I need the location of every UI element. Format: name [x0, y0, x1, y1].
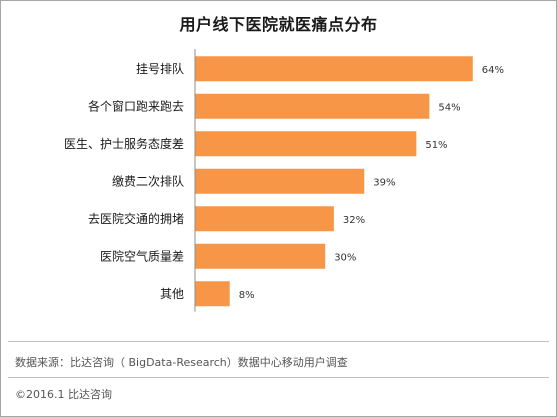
category-label: 挂号排队 [136, 61, 184, 76]
data-source-note: 数据来源：比达咨询（ BigData-Research）数据中心移动用户调查 [15, 356, 348, 369]
value-label: 39% [373, 177, 395, 188]
category-label: 缴费二次排队 [112, 173, 184, 188]
bar [195, 168, 365, 194]
category-label: 医生、护士服务态度差 [64, 136, 184, 151]
bar [195, 243, 326, 269]
value-label: 51% [425, 140, 447, 151]
value-labels: 64% 54% 51% 39% 32% 30% 8% [239, 65, 504, 301]
bar [195, 206, 334, 232]
category-label: 去医院交通的拥堵 [88, 211, 184, 226]
bar [195, 131, 417, 157]
chart-title: 用户线下医院就医痛点分布 [179, 15, 378, 34]
value-label: 32% [343, 215, 365, 226]
value-label: 64% [482, 65, 504, 76]
bar [195, 93, 430, 119]
bar [195, 281, 230, 307]
category-label: 其他 [160, 287, 184, 301]
bar-chart: 挂号排队各个窗口跑来跑去医生、护士服务态度差缴费二次排队去医院交通的拥堵医院空气… [64, 49, 504, 312]
value-label: 54% [438, 102, 460, 113]
footer-divider-bottom [8, 377, 549, 378]
bar [195, 56, 473, 82]
value-label: 8% [239, 290, 255, 301]
category-label: 医院空气质量差 [100, 248, 184, 263]
category-labels: 挂号排队各个窗口跑来跑去医生、护士服务态度差缴费二次排队去医院交通的拥堵医院空气… [64, 61, 184, 301]
footer-divider-top [8, 341, 549, 342]
category-label: 各个窗口跑来跑去 [88, 98, 184, 113]
copyright-note: ©2016.1 比达咨询 [15, 388, 112, 401]
value-label: 30% [334, 252, 356, 263]
bars-group [195, 56, 473, 307]
